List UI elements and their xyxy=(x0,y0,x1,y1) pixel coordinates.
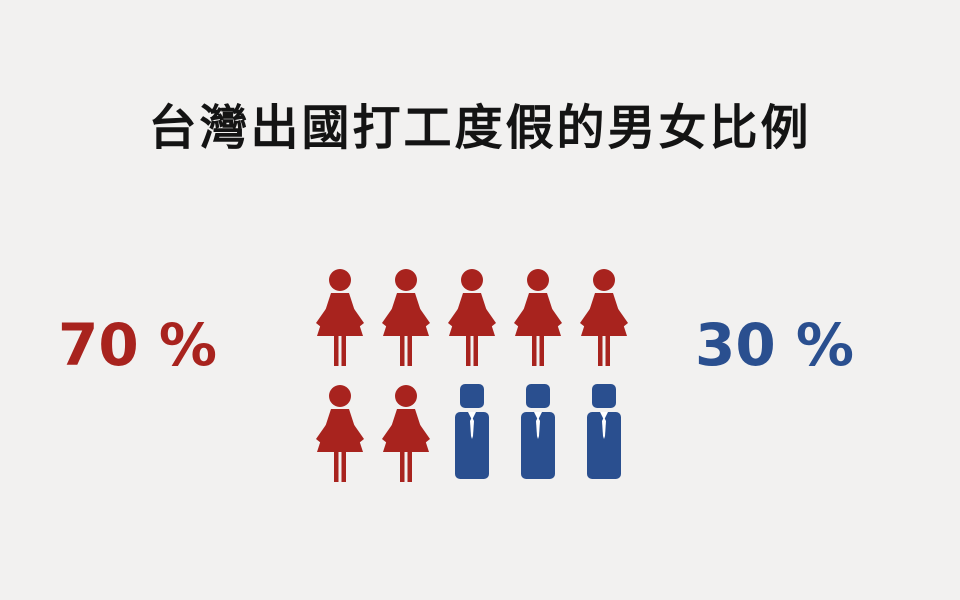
chart-title: 台灣出國打工度假的男女比例 xyxy=(148,100,812,156)
male-figure-icon xyxy=(455,384,489,479)
female-figure-icon xyxy=(448,269,496,366)
male-figure-icon xyxy=(521,384,555,479)
female-figure-icon xyxy=(382,385,430,482)
female-figure-icon xyxy=(316,385,364,482)
female-figure-icon xyxy=(316,269,364,366)
female-percentage-label: 70 % xyxy=(58,311,218,379)
female-figure-icon xyxy=(580,269,628,366)
female-figure-icon xyxy=(382,269,430,366)
female-figure-icon xyxy=(514,269,562,366)
male-percentage-label: 30 % xyxy=(695,311,855,379)
male-figure-icon xyxy=(587,384,621,479)
